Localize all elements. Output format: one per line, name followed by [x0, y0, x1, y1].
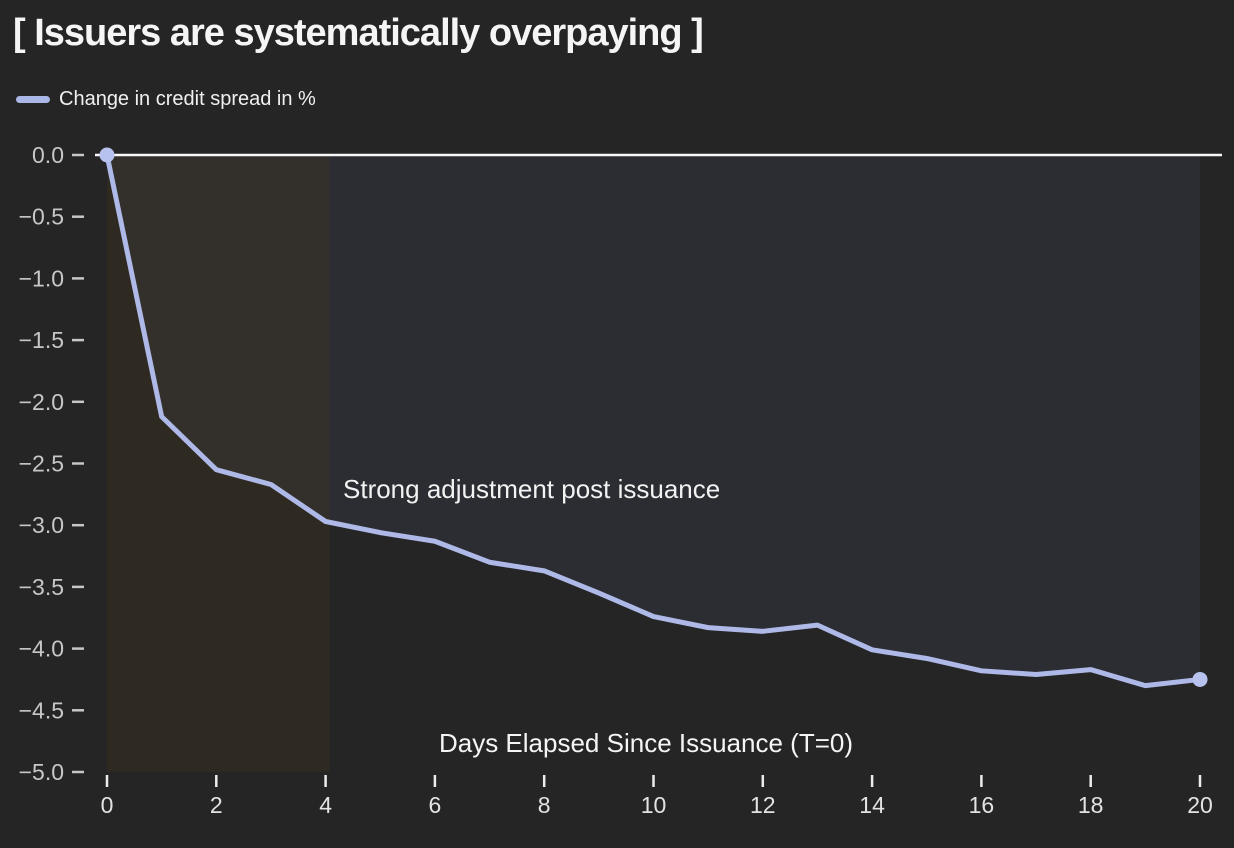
x-tick-label: 4 [319, 792, 332, 818]
x-tick-label: 14 [859, 792, 885, 818]
legend: Change in credit spread in % [16, 88, 316, 111]
end-marker [1192, 671, 1208, 687]
y-tick-label: −1.5 [19, 327, 64, 353]
y-tick-label: −4.5 [19, 697, 64, 723]
series-line [104, 152, 1203, 689]
x-tick-label: 18 [1078, 792, 1104, 818]
y-tick-label: −3.0 [19, 512, 64, 538]
area-fill [107, 155, 1200, 686]
y-tick-label: −2.5 [19, 451, 64, 477]
y-tick-label: −1.0 [19, 265, 64, 291]
y-tick-label: −2.0 [19, 389, 64, 415]
y-tick-label: 0.0 [32, 142, 64, 168]
x-tick-label: 8 [538, 792, 551, 818]
legend-label: Change in credit spread in % [59, 88, 316, 110]
start-marker [99, 147, 115, 163]
x-tick-label: 6 [429, 792, 442, 818]
x-tick-label: 0 [101, 792, 114, 818]
y-tick-label: −0.5 [19, 204, 64, 230]
x-tick-label: 12 [750, 792, 776, 818]
y-tick-label: −4.0 [19, 636, 64, 662]
y-tick-label: −3.5 [19, 574, 64, 600]
page-title: [ Issuers are systematically overpaying … [13, 12, 704, 54]
x-tick-label: 10 [641, 792, 667, 818]
x-tick-label: 16 [969, 792, 995, 818]
x-tick-label: 2 [210, 792, 223, 818]
x-axis-title: Days Elapsed Since Issuance (T=0) [438, 728, 854, 758]
x-tick-label: 20 [1187, 792, 1213, 818]
legend-line-swatch-icon [16, 96, 50, 103]
highlight-band [107, 155, 330, 772]
annotation-strong-adjustment: Strong adjustment post issuance [343, 474, 721, 504]
y-tick-label: −5.0 [19, 759, 64, 785]
